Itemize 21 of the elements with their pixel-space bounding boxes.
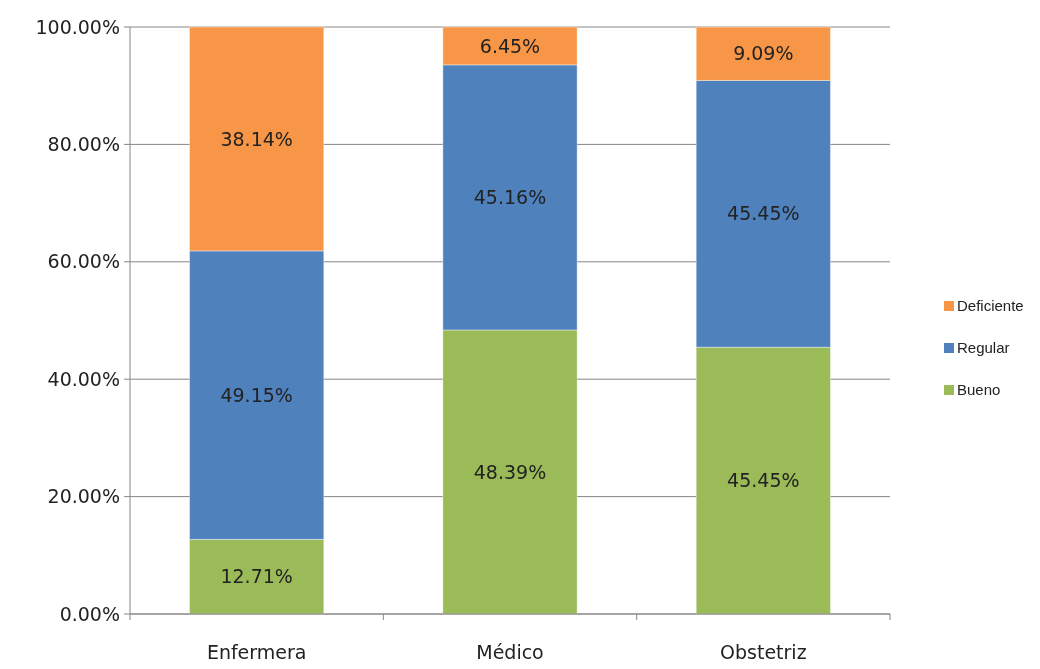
- y-tick-label: 20.00%: [47, 485, 120, 508]
- legend-label: Deficiente: [957, 297, 1024, 315]
- data-label: 49.15%: [220, 383, 293, 406]
- x-tick-label: Obstetriz: [720, 640, 807, 663]
- legend-label: Regular: [957, 339, 1010, 357]
- y-tick-label: 0.00%: [59, 602, 120, 625]
- data-label: 45.45%: [727, 469, 800, 492]
- data-label: 48.39%: [473, 460, 547, 483]
- legend-label: Bueno: [957, 381, 1001, 399]
- data-label: 38.14%: [220, 127, 293, 150]
- data-label: 45.16%: [473, 186, 547, 209]
- data-label: 9.09%: [733, 42, 794, 65]
- data-label: 45.45%: [727, 202, 800, 225]
- x-tick-label: Médico: [476, 640, 544, 663]
- data-label: 6.45%: [479, 34, 541, 57]
- data-label: 12.71%: [220, 565, 293, 588]
- y-tick-label: 100.00%: [35, 15, 120, 38]
- x-tick-label: Enfermera: [206, 640, 307, 663]
- y-tick-label: 60.00%: [47, 250, 120, 273]
- y-tick-label: 40.00%: [47, 367, 120, 390]
- y-tick-label: 80.00%: [47, 133, 120, 156]
